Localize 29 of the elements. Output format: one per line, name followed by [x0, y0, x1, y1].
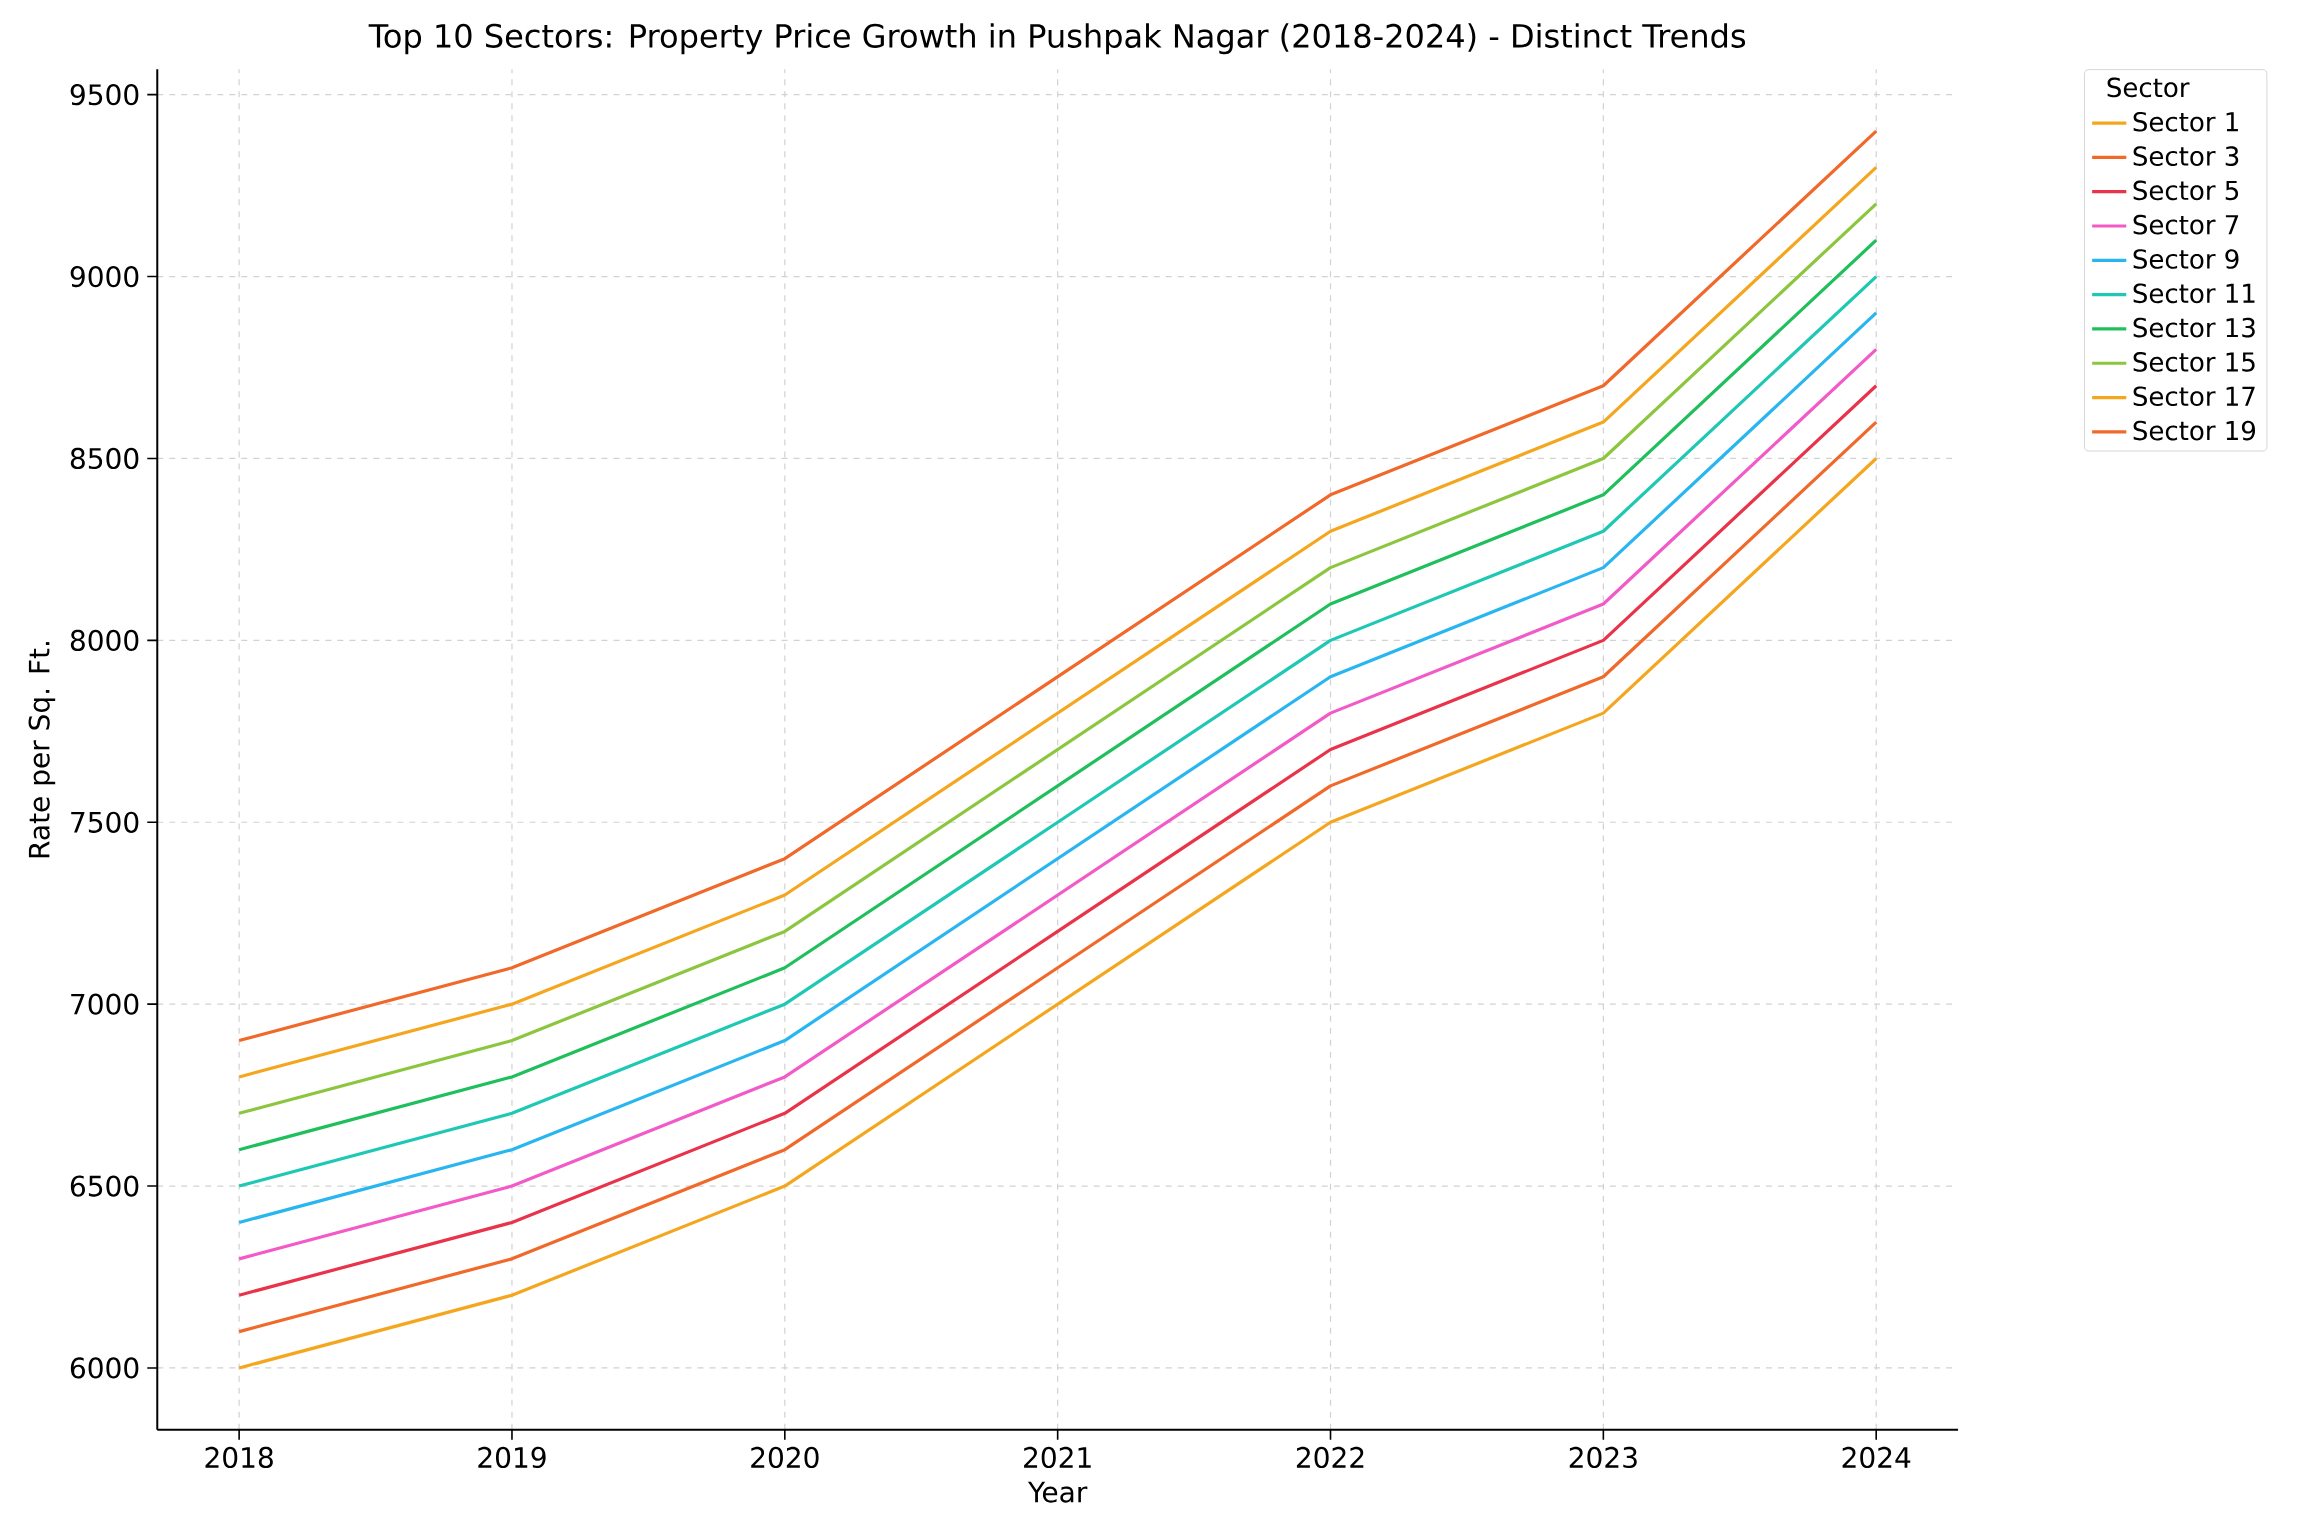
legend-label: Sector 13 — [2133, 317, 2255, 338]
legend-label: Sector 3 — [2133, 146, 2239, 167]
y-tick-label: 9500 — [70, 84, 139, 106]
legend-label: Sector 1 — [2133, 112, 2238, 132]
y-tick-label: 8500 — [70, 448, 139, 470]
x-axis-title: Year — [1027, 1481, 1088, 1503]
y-tick-label: 7500 — [71, 811, 139, 834]
y-tick-label: 6500 — [70, 1175, 139, 1197]
x-tick-label: 2022 — [1296, 1447, 1364, 1469]
legend-label: Sector 19 — [2133, 420, 2256, 441]
y-tick-label: 7000 — [71, 993, 139, 1015]
legend-label: Sector 7 — [2133, 215, 2239, 235]
x-tick-label: 2023 — [1569, 1447, 1637, 1469]
legend-label: Sector 11 — [2133, 283, 2255, 304]
chart-title: Top 10 Sectors: Property Price Growth in Pushpak Nagar (2018-2024) - Distinct Trends — [368, 23, 1746, 55]
x-tick-label: 2020 — [751, 1447, 819, 1469]
x-tick-label: 2019 — [478, 1447, 546, 1469]
legend-title: Sector — [2107, 77, 2190, 98]
x-tick-label: 2018 — [205, 1447, 273, 1469]
legend-label: Sector 9 — [2133, 249, 2239, 270]
y-tick-label: 9000 — [70, 266, 139, 288]
legend-label: Sector 15 — [2133, 352, 2255, 372]
y-tick-label: 6000 — [70, 1357, 139, 1379]
x-tick-label: 2024 — [1842, 1447, 1911, 1469]
x-tick-label: 2021 — [1024, 1447, 1091, 1469]
y-axis-title: Rate per Sq. Ft. — [28, 642, 56, 858]
legend-label: Sector 17 — [2133, 386, 2255, 407]
legend-label: Sector 5 — [2133, 180, 2239, 201]
y-tick-label: 8000 — [70, 629, 139, 652]
